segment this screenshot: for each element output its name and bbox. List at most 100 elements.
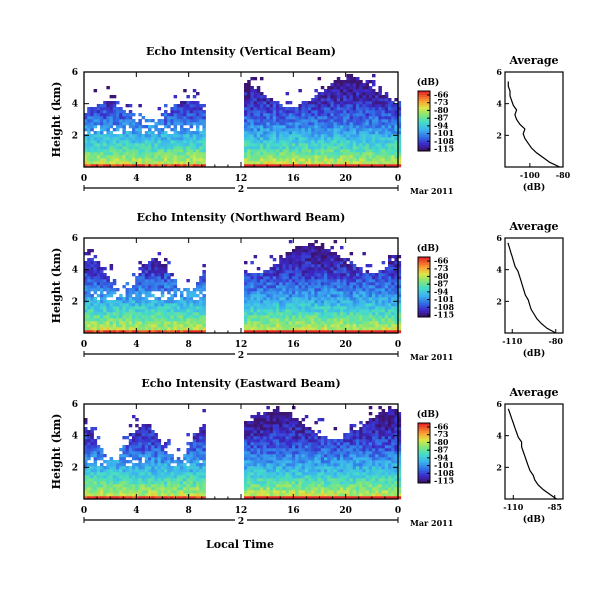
heatmap-cell bbox=[110, 321, 114, 324]
heatmap-cell bbox=[266, 291, 270, 294]
heatmap-cell bbox=[190, 490, 194, 493]
heatmap-cell bbox=[260, 125, 264, 128]
heatmap-cell bbox=[158, 303, 162, 306]
heatmap-cell bbox=[190, 451, 194, 454]
heatmap-cell bbox=[196, 442, 200, 445]
heatmap-cell bbox=[362, 309, 366, 312]
heatmap-cell bbox=[350, 77, 354, 80]
heatmap-cell bbox=[273, 303, 277, 306]
heatmap-cell bbox=[369, 146, 373, 149]
heatmap-cell bbox=[372, 276, 376, 279]
heatmap-cell bbox=[151, 484, 155, 487]
heatmap-cell bbox=[167, 312, 171, 315]
heatmap-cell bbox=[145, 493, 149, 496]
heatmap-cell bbox=[257, 92, 261, 95]
heatmap-cell bbox=[372, 80, 376, 83]
x-tick-label: 16 bbox=[287, 174, 300, 184]
heatmap-cell bbox=[87, 152, 91, 155]
heatmap-cell bbox=[148, 463, 152, 466]
heatmap-cell bbox=[292, 146, 296, 149]
heatmap-cell bbox=[302, 110, 306, 113]
heatmap-cell bbox=[167, 279, 171, 282]
heatmap-cell bbox=[305, 155, 309, 158]
heatmap-cell bbox=[167, 152, 171, 155]
heatmap-cell bbox=[266, 98, 270, 101]
heatmap-cell bbox=[282, 264, 286, 267]
day-label: 2 bbox=[238, 185, 244, 195]
heatmap-cell bbox=[145, 294, 149, 297]
heatmap-cell bbox=[122, 460, 126, 463]
heatmap-cell bbox=[366, 83, 370, 86]
heatmap-cell bbox=[183, 306, 187, 309]
heatmap-cell bbox=[190, 110, 194, 113]
heatmap-cell bbox=[369, 161, 373, 164]
heatmap-cell bbox=[167, 116, 171, 119]
heatmap-cell bbox=[202, 297, 206, 300]
heatmap-cell bbox=[247, 104, 251, 107]
heatmap-cell bbox=[90, 472, 94, 475]
heatmap-cell bbox=[311, 261, 315, 264]
heatmap-cell bbox=[113, 146, 117, 149]
heatmap-cell bbox=[158, 137, 162, 140]
heatmap-cell bbox=[388, 110, 392, 113]
heatmap-cell bbox=[266, 110, 270, 113]
heatmap-cell bbox=[359, 306, 363, 309]
heatmap-cell bbox=[298, 122, 302, 125]
heatmap-cell bbox=[343, 107, 347, 110]
heatmap-cell bbox=[97, 158, 101, 161]
heatmap-cell bbox=[266, 312, 270, 315]
heatmap-cell bbox=[154, 466, 158, 469]
heatmap-cell bbox=[110, 312, 114, 315]
heatmap-cell bbox=[202, 264, 206, 267]
heatmap-cell bbox=[119, 134, 123, 137]
heatmap-cell bbox=[100, 472, 104, 475]
heatmap-cell bbox=[366, 143, 370, 146]
heatmap-cell bbox=[282, 146, 286, 149]
heatmap-cell bbox=[295, 146, 299, 149]
heatmap-cell bbox=[314, 255, 318, 258]
heatmap-cell bbox=[257, 122, 261, 125]
heatmap-cell bbox=[145, 484, 149, 487]
heatmap-cell bbox=[266, 276, 270, 279]
heatmap-cell bbox=[362, 285, 366, 288]
heatmap-cell bbox=[106, 110, 110, 113]
heatmap-cell bbox=[119, 122, 123, 125]
heatmap-cell bbox=[254, 472, 258, 475]
heatmap-cell bbox=[343, 327, 347, 330]
heatmap-cell bbox=[97, 146, 101, 149]
heatmap-cell bbox=[167, 155, 171, 158]
heatmap-cell bbox=[321, 291, 325, 294]
heatmap-cell bbox=[340, 119, 344, 122]
heatmap-cell bbox=[279, 152, 283, 155]
heatmap-cell bbox=[158, 469, 162, 472]
heatmap-cell bbox=[129, 291, 133, 294]
heatmap-cell bbox=[305, 297, 309, 300]
heatmap-cell bbox=[321, 158, 325, 161]
heatmap-cell bbox=[193, 327, 197, 330]
heatmap-cell bbox=[145, 146, 149, 149]
heatmap-cell bbox=[327, 297, 331, 300]
heatmap-cell bbox=[193, 101, 197, 104]
heatmap-cell bbox=[378, 318, 382, 321]
heatmap-cell bbox=[132, 448, 136, 451]
heatmap-cell bbox=[359, 267, 363, 270]
heatmap-cell bbox=[260, 161, 264, 164]
heatmap-cell bbox=[279, 306, 283, 309]
heatmap-cell bbox=[254, 155, 258, 158]
heatmap-cell bbox=[375, 294, 379, 297]
heatmap-cell bbox=[298, 125, 302, 128]
heatmap-cell bbox=[186, 493, 190, 496]
heatmap-cell bbox=[263, 294, 267, 297]
heatmap-cell bbox=[90, 152, 94, 155]
heatmap-cell bbox=[340, 267, 344, 270]
heatmap-cell bbox=[366, 294, 370, 297]
heatmap-cell bbox=[244, 439, 248, 442]
heatmap-cell bbox=[113, 315, 117, 318]
heatmap-cell bbox=[183, 490, 187, 493]
heatmap-cell bbox=[247, 291, 251, 294]
heatmap-cell bbox=[318, 152, 322, 155]
heatmap-cell bbox=[292, 300, 296, 303]
heatmap-cell bbox=[199, 463, 203, 466]
heatmap-cell bbox=[90, 285, 94, 288]
heatmap-cell bbox=[97, 448, 101, 451]
